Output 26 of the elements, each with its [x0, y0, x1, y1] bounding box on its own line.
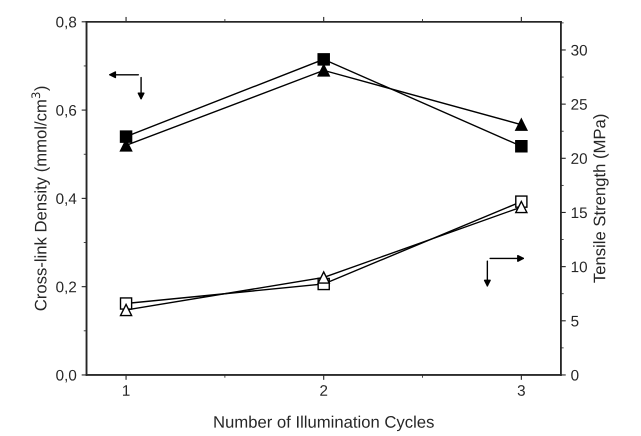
point [317, 53, 330, 66]
x-tick-label: 3 [518, 385, 525, 396]
point [120, 130, 132, 143]
x-tick-label: 1 [122, 385, 130, 396]
y2-tick-label: 10 [572, 261, 587, 272]
y2-tick-label: 0 [571, 370, 578, 381]
point [317, 64, 330, 77]
y-tick-label: 0,6 [56, 104, 76, 118]
point [120, 304, 132, 316]
point [515, 140, 528, 153]
y-tick-label: 0,0 [56, 370, 76, 382]
point [317, 271, 330, 284]
y2-axis-title: Tensile Strength (MPa) [593, 114, 609, 283]
y-tick-label: 0,8 [56, 16, 76, 30]
x-axis-title: Number of Illumination Cycles [214, 416, 434, 432]
y-tick-label: 0,4 [56, 193, 76, 206]
y2-tick-label: 30 [571, 44, 587, 56]
y2-tick-label: 25 [571, 99, 587, 110]
y2-tick-label: 5 [571, 316, 578, 326]
x-tick-label: 2 [320, 385, 328, 396]
point [515, 118, 528, 131]
y2-tick-label: 15 [572, 207, 587, 218]
y2-tick-label: 20 [571, 153, 587, 164]
y-tick-label: 0,2 [56, 282, 76, 294]
point [515, 200, 528, 214]
y-axis-title: Cross-link Density (mmol/cm$^{3}$) [31, 86, 50, 310]
